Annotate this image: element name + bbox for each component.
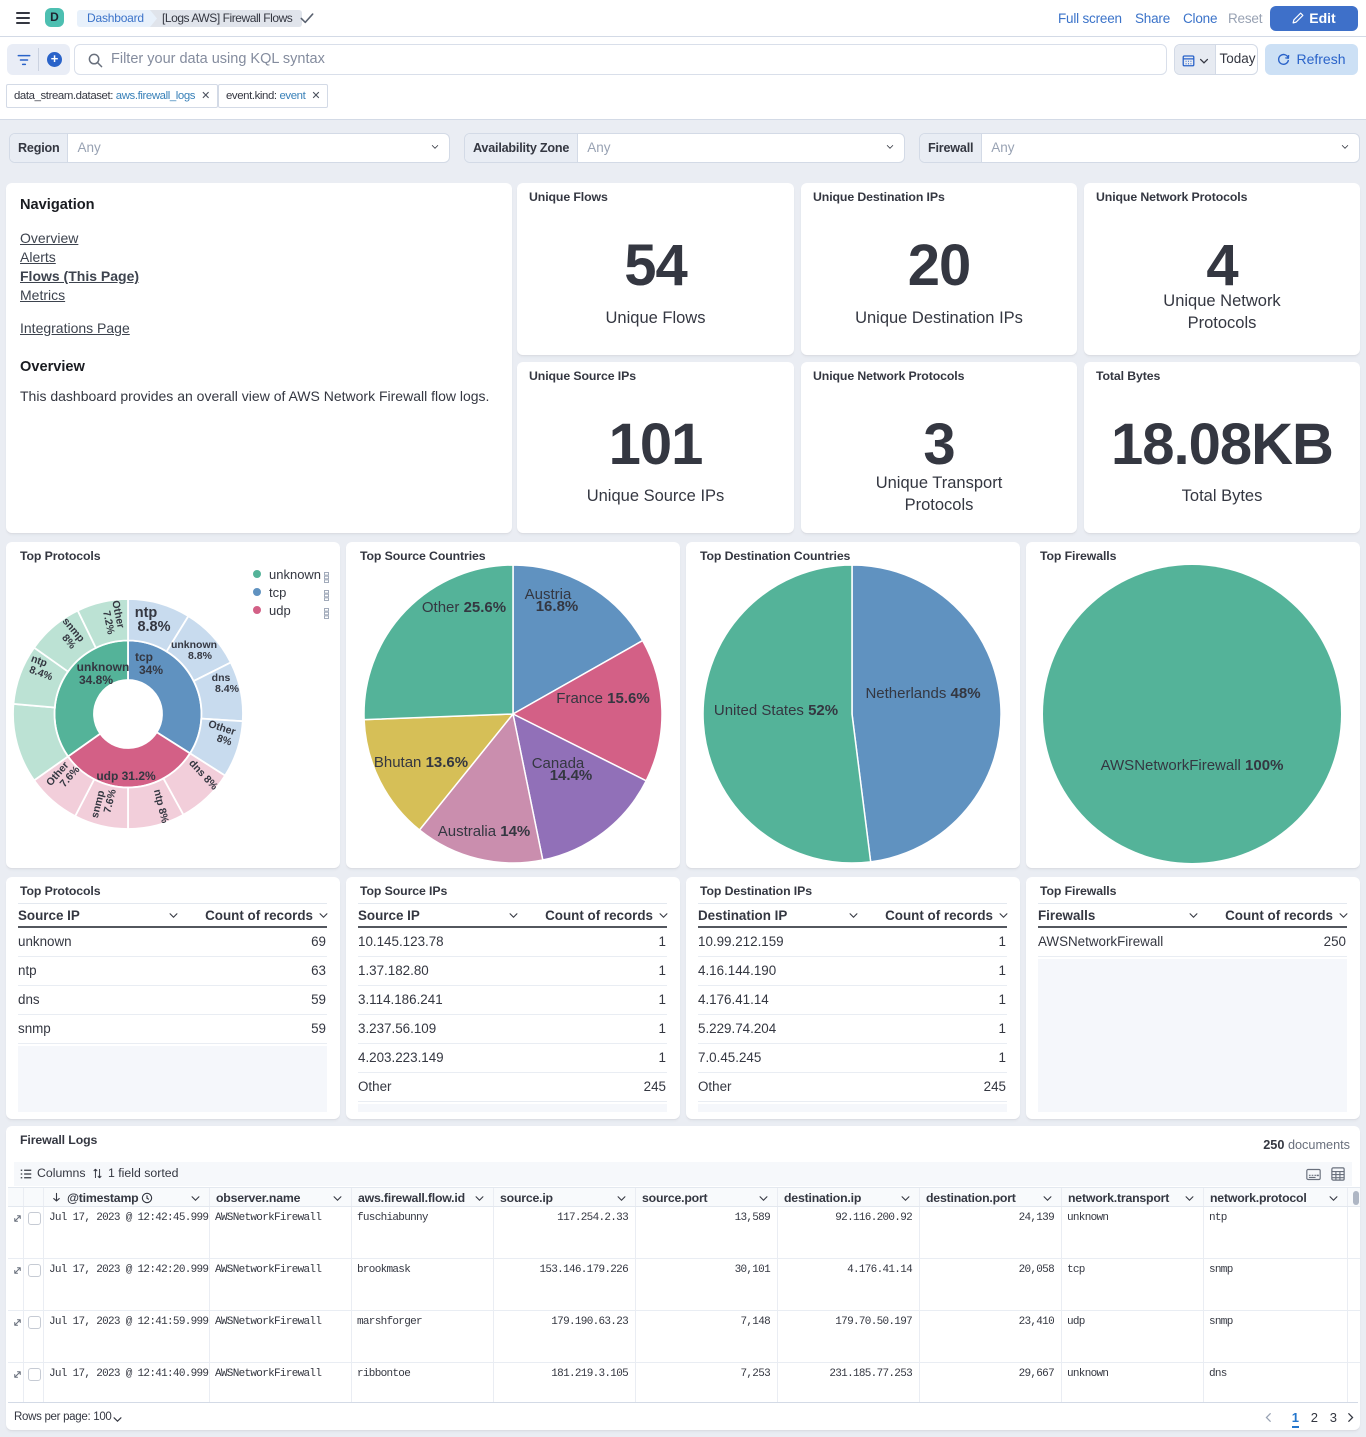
svg-text:unknown: unknown bbox=[171, 639, 217, 651]
svg-text:8.8%: 8.8% bbox=[137, 619, 170, 635]
svg-text:dns: dns bbox=[212, 672, 231, 684]
svg-text:AWSNetworkFirewall 100%: AWSNetworkFirewall 100% bbox=[1101, 757, 1284, 774]
svg-text:34.8%: 34.8% bbox=[79, 673, 113, 687]
svg-text:16.8%: 16.8% bbox=[536, 598, 579, 615]
svg-text:8.4%: 8.4% bbox=[215, 683, 240, 695]
svg-text:Other: Other bbox=[109, 599, 127, 629]
svg-text:7.6%: 7.6% bbox=[101, 787, 119, 814]
svg-text:14.4%: 14.4% bbox=[550, 767, 593, 784]
svg-text:8.8%: 8.8% bbox=[188, 650, 213, 662]
svg-text:Netherlands 48%: Netherlands 48% bbox=[865, 685, 980, 702]
svg-text:ntp: ntp bbox=[29, 653, 48, 670]
svg-text:Canada: Canada bbox=[532, 755, 585, 772]
svg-text:unknown: unknown bbox=[77, 660, 130, 674]
svg-text:Australia 14%: Australia 14% bbox=[438, 823, 531, 840]
svg-text:United States 52%: United States 52% bbox=[714, 702, 838, 719]
svg-text:7.2%: 7.2% bbox=[100, 610, 117, 637]
svg-text:France 15.6%: France 15.6% bbox=[556, 690, 649, 707]
svg-text:udp 31.2%: udp 31.2% bbox=[96, 769, 156, 783]
svg-text:34%: 34% bbox=[139, 663, 163, 677]
svg-text:8%: 8% bbox=[215, 732, 234, 748]
svg-text:ntp: ntp bbox=[135, 605, 158, 621]
svg-text:Other 25.6%: Other 25.6% bbox=[422, 599, 506, 616]
svg-text:tcp: tcp bbox=[135, 650, 153, 664]
svg-text:Austria: Austria bbox=[525, 586, 572, 603]
svg-text:Bhutan 13.6%: Bhutan 13.6% bbox=[374, 754, 468, 771]
